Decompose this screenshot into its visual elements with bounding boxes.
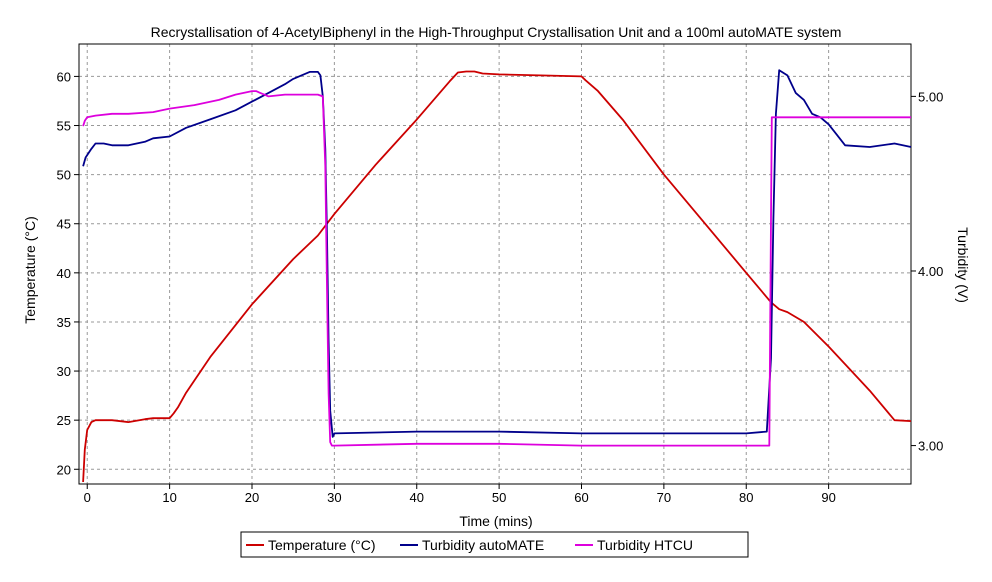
- x-tick-label: 60: [574, 490, 588, 505]
- y-tick-label: 45: [57, 217, 71, 232]
- x-tick-label: 0: [84, 490, 91, 505]
- y2-tick-label: 5.00: [918, 89, 943, 104]
- y-axis-label-right: Turbidity (V): [955, 227, 971, 303]
- y-tick-label: 40: [57, 266, 71, 281]
- y-tick-label: 20: [57, 462, 71, 477]
- y-axis-label-left: Temperature (°C): [22, 216, 38, 324]
- legend-box: [240, 531, 749, 558]
- axis-ticks: 0 10 20 30 40 50 60 70 80 90 20 25 30 35 40 45 50 55 60 3.0…: [57, 69, 944, 505]
- x-tick-label: 70: [657, 490, 671, 505]
- x-tick-label: 30: [327, 490, 341, 505]
- legend-label-turbidity-htcu: Turbidity HTCU: [597, 537, 693, 553]
- x-tick-label: 80: [739, 490, 753, 505]
- grid-lines: [79, 44, 911, 484]
- y-tick-label: 25: [57, 413, 71, 428]
- y2-tick-label: 4.00: [918, 264, 943, 279]
- x-tick-label: 10: [162, 490, 176, 505]
- y-tick-label: 35: [57, 315, 71, 330]
- legend: Temperature (°C) Turbidity autoMATE Turb…: [240, 531, 749, 558]
- y-tick-label: 60: [57, 69, 71, 84]
- x-tick-label: 90: [821, 490, 835, 505]
- x-tick-label: 40: [410, 490, 424, 505]
- plot-area-frame: [78, 43, 912, 485]
- y-tick-label: 55: [57, 119, 71, 134]
- legend-label-turbidity-automate: Turbidity autoMATE: [422, 537, 544, 553]
- chart-title: Recrystallisation of 4-AcetylBiphenyl in…: [151, 24, 842, 40]
- series-line-turbidity-htcu: [82, 90, 911, 447]
- y-tick-label: 30: [57, 364, 71, 379]
- x-axis-label: Time (mins): [459, 513, 532, 529]
- x-tick-label: 50: [492, 490, 506, 505]
- series-lines: [82, 69, 912, 483]
- y-tick-label: 50: [57, 168, 71, 183]
- x-tick-label: 20: [245, 490, 259, 505]
- legend-label-temperature: Temperature (°C): [268, 537, 376, 553]
- y2-tick-label: 3.00: [918, 439, 943, 454]
